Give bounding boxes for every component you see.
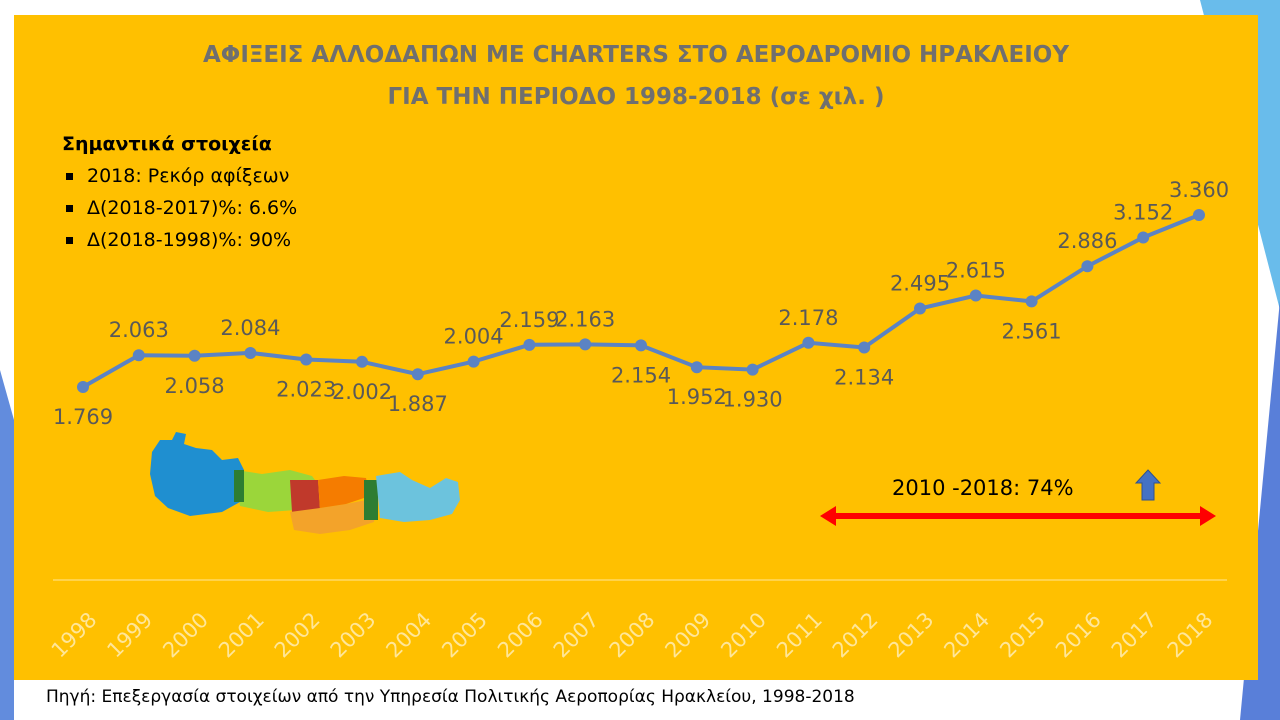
- x-tick-label: 1998: [47, 608, 102, 663]
- data-point: [746, 363, 759, 376]
- data-label: 2.058: [165, 374, 225, 398]
- data-label: 1.930: [723, 388, 783, 412]
- data-point: [188, 349, 201, 362]
- data-label: 1.952: [667, 385, 727, 409]
- data-point: [802, 336, 815, 349]
- data-point: [858, 341, 871, 354]
- key-facts-heading: Σημαντικά στοιχεία: [62, 133, 272, 155]
- x-tick-label: 2004: [381, 608, 436, 663]
- double-arrow-icon: [820, 506, 1216, 526]
- source-note: Πηγή: Επεξεργασία στοιχείων από την Υπηρ…: [46, 687, 855, 707]
- data-point: [411, 368, 424, 381]
- data-point: [244, 346, 257, 359]
- data-point: [300, 353, 313, 366]
- x-tick-label: 2009: [660, 608, 715, 663]
- data-point: [1025, 295, 1038, 308]
- x-tick-label: 2002: [270, 608, 325, 663]
- x-tick-label: 2015: [995, 608, 1050, 663]
- data-label: 2.002: [332, 380, 392, 404]
- x-tick-label: 2017: [1107, 608, 1162, 663]
- bullet-icon: [66, 236, 73, 244]
- growth-annotation: 2010 -2018: 74%: [892, 476, 1074, 500]
- data-point: [356, 355, 368, 368]
- data-label: 2.084: [220, 316, 280, 340]
- chart-title-line-2: ΓΙΑ ΤΗΝ ΠΕΡΙΟΔΟ 1998-2018 (σε χιλ. ): [387, 84, 885, 110]
- key-facts: Σημαντικά στοιχεία 2018: Ρεκόρ αφίξεων Δ…: [62, 128, 297, 256]
- data-point: [635, 339, 647, 352]
- data-points: [77, 209, 1205, 393]
- data-point: [1193, 209, 1205, 221]
- data-label: 2.163: [555, 307, 615, 331]
- x-tick-label: 2018: [1163, 608, 1218, 663]
- data-label: 2.154: [611, 363, 671, 387]
- bullet-icon: [66, 204, 73, 212]
- x-tick-label: 2013: [884, 608, 939, 663]
- crete-map-icon: [150, 432, 460, 534]
- data-point: [1081, 260, 1094, 273]
- x-tick-labels: 1998 1999 2000 2001 2002 2003 2004 2005 2006 2007…: [47, 608, 1218, 663]
- key-fact-text: Δ(2018-1998)%: 90%: [87, 229, 292, 251]
- data-label: 2.615: [946, 259, 1006, 283]
- x-tick-label: 2014: [939, 608, 994, 663]
- data-label: 2.063: [109, 318, 169, 342]
- key-fact-item: 2018: Ρεκόρ αφίξεων: [62, 160, 297, 192]
- x-tick-label: 2016: [1051, 608, 1106, 663]
- data-point: [467, 355, 480, 368]
- data-label: 2.561: [1002, 319, 1062, 343]
- bullet-icon: [66, 172, 73, 180]
- data-point: [77, 381, 89, 393]
- key-fact-item: Δ(2018-1998)%: 90%: [62, 224, 297, 256]
- x-tick-label: 2011: [772, 608, 827, 663]
- data-point: [969, 289, 982, 302]
- data-point: [1137, 231, 1150, 244]
- data-label: 2.495: [890, 272, 950, 296]
- x-tick-label: 2006: [493, 608, 548, 663]
- data-label: 2.886: [1057, 229, 1117, 253]
- key-fact-text: Δ(2018-2017)%: 6.6%: [87, 197, 298, 219]
- chart-title-line-1: ΑΦΙΞΕΙΣ ΑΛΛΟΔΑΠΩΝ ΜΕ CHARTERS ΣΤΟ ΑΕΡΟΔΡ…: [202, 42, 1070, 68]
- key-fact-text: 2018: Ρεκόρ αφίξεων: [87, 165, 290, 187]
- data-label: 3.152: [1113, 200, 1173, 224]
- data-point: [132, 349, 145, 362]
- x-tick-label: 2007: [549, 608, 604, 663]
- data-point: [690, 361, 703, 374]
- data-label: 2.159: [499, 308, 559, 332]
- up-arrow-icon: [1134, 469, 1162, 501]
- data-label: 2.178: [778, 306, 838, 330]
- x-tick-label: 1999: [102, 608, 157, 663]
- data-label: 3.360: [1169, 178, 1229, 202]
- data-label: 1.887: [388, 392, 448, 416]
- key-fact-item: Δ(2018-2017)%: 6.6%: [62, 192, 297, 224]
- data-label: 1.769: [53, 405, 113, 429]
- slide-accent-left: [0, 370, 14, 720]
- data-point: [523, 338, 536, 351]
- x-tick-label: 2012: [828, 608, 883, 663]
- data-label: 2.004: [444, 325, 504, 349]
- data-label: 2.023: [276, 378, 336, 402]
- data-label: 2.134: [834, 366, 894, 390]
- x-tick-label: 2001: [214, 608, 269, 663]
- x-tick-label: 2000: [158, 608, 213, 663]
- x-tick-label: 2005: [437, 608, 492, 663]
- data-point: [579, 338, 592, 351]
- x-tick-label: 2010: [716, 608, 771, 663]
- data-point: [914, 302, 926, 315]
- x-tick-label: 2008: [605, 608, 660, 663]
- x-tick-label: 2003: [326, 608, 381, 663]
